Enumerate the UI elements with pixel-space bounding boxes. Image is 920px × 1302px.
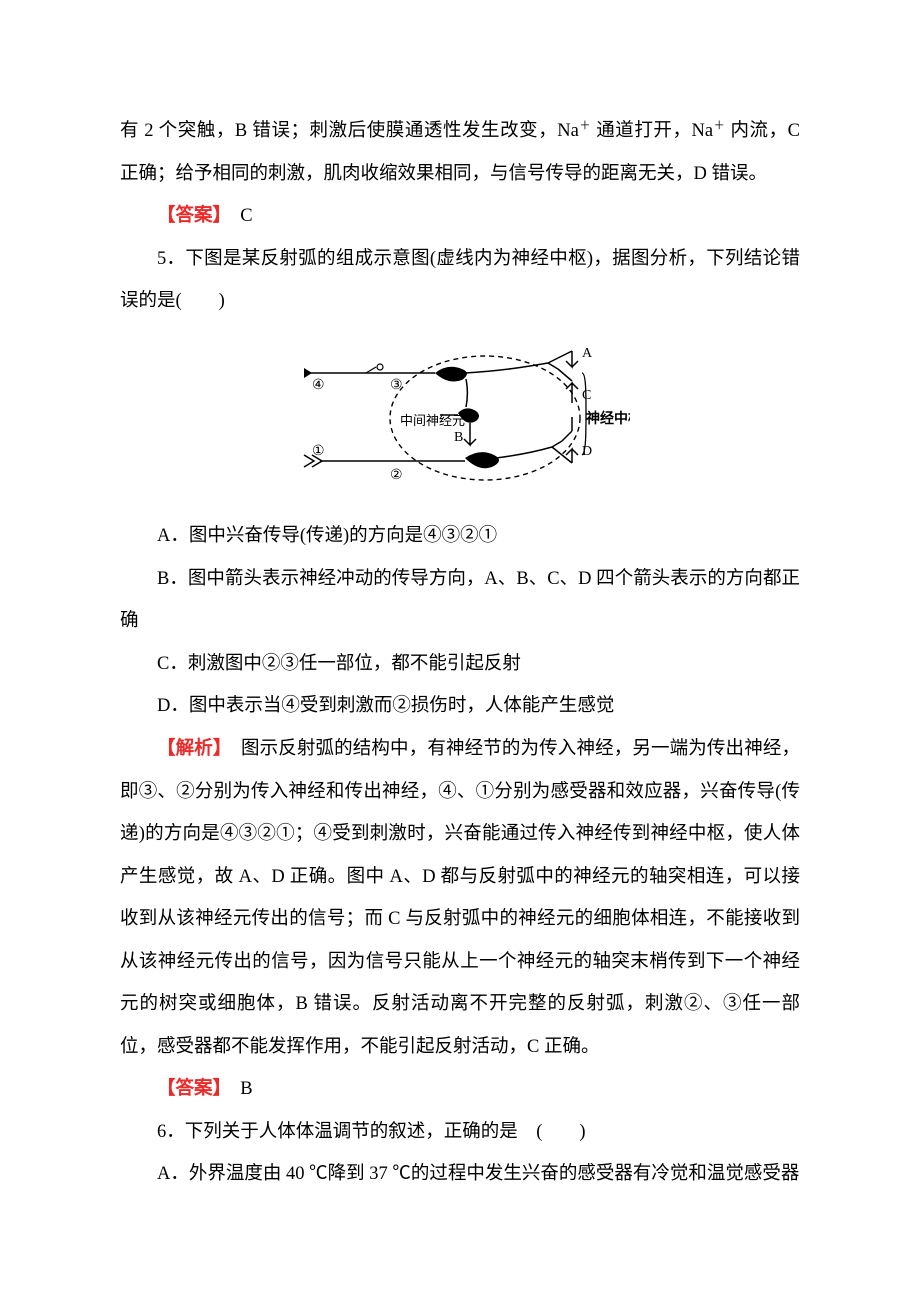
branch-d-fork (552, 441, 562, 455)
ganglion-icon (377, 364, 383, 370)
label-c: C (582, 388, 591, 403)
q5-explanation: 【解析】 图示反射弧的结构中，有神经节的为传入神经，另一端为传出神经，即③、②分… (120, 728, 800, 1068)
answer-line-c: 【答案】 C (120, 195, 800, 238)
q6-option-a: A．外界温度由 40 ℃降到 37 ℃的过程中发生兴奋的感受器有冷觉和温觉感受器 (120, 1153, 800, 1196)
text-fragment: 有 2 个突触，B 错误；刺激后使膜通透性发生改变，Na (120, 121, 579, 141)
q5-stem: 5．下图是某反射弧的组成示意图(虚线内为神经中枢)，据图分析，下列结论错误的是(… (120, 238, 800, 323)
upper-to-inter (466, 379, 468, 407)
text-fragment: 通道打开，Na (591, 121, 713, 141)
arrow-d-icon (566, 417, 578, 463)
neuron-body-upper (435, 366, 467, 381)
answer-value: C (222, 206, 253, 226)
superscript-plus: ＋ (713, 120, 725, 132)
answer-label: 【答案】 (157, 206, 222, 226)
q5-option-b: B．图中箭头表示神经冲动的传导方向，A、B、C、D 四个箭头表示的方向都正确 (120, 558, 800, 643)
branch-a-seg (558, 351, 572, 358)
prev-explanation-continuation: 有 2 个突触，B 错误；刺激后使膜通透性发生改变，Na＋ 通道打开，Na＋ 内… (120, 110, 800, 195)
ganglion-stem (366, 367, 376, 373)
axon-to-a (465, 363, 548, 373)
q5-option-c: C．刺激图中②③任一部位，都不能引起反射 (120, 643, 800, 686)
label-interneuron: 中间神经元 (400, 413, 465, 428)
answer-line-b: 【答案】 B (120, 1068, 800, 1111)
q5-option-d: D．图中表示当④受到刺激而②损伤时，人体能产生感觉 (120, 685, 800, 728)
neuron-body-lower (465, 452, 499, 468)
label-3: ③ (390, 378, 403, 393)
superscript-plus: ＋ (579, 120, 591, 132)
reflex-arc-svg: ④ ③ ① ② A C D B 中间神经元 神经中枢 (290, 333, 630, 503)
explanation-text: 图示反射弧的结构中，有神经节的为传入神经，另一端为传出神经，即③、②分别为传入神… (120, 739, 800, 1057)
label-a: A (582, 346, 593, 361)
label-b: B (454, 430, 463, 445)
branch-d-down (562, 455, 572, 463)
page: 有 2 个突触，B 错误；刺激后使膜通透性发生改变，Na＋ 通道打开，Na＋ 内… (0, 0, 920, 1302)
q5-option-a: A．图中兴奋传导(传递)的方向是④③②① (120, 515, 800, 558)
label-4: ④ (312, 378, 325, 393)
branch-d-up (562, 431, 572, 441)
axon-to-d (496, 447, 552, 458)
explanation-label: 【解析】 (157, 739, 222, 759)
answer-value: B (222, 1079, 253, 1099)
label-2: ② (390, 468, 403, 483)
q6-stem: 6．下列关于人体体温调节的叙述，正确的是 ( ) (120, 1111, 800, 1154)
label-nerve-center: 神经中枢 (586, 410, 630, 427)
branch-a-fork (548, 358, 558, 369)
reflex-arc-diagram: ④ ③ ① ② A C D B 中间神经元 神经中枢 (120, 333, 800, 508)
answer-label: 【答案】 (157, 1079, 222, 1099)
brace-icon (582, 373, 586, 455)
diagram-inner: ④ ③ ① ② A C D B 中间神经元 神经中枢 (290, 333, 630, 508)
arrow-b-icon (464, 423, 476, 445)
label-1: ① (312, 444, 325, 459)
receptor-end-icon (304, 368, 312, 378)
